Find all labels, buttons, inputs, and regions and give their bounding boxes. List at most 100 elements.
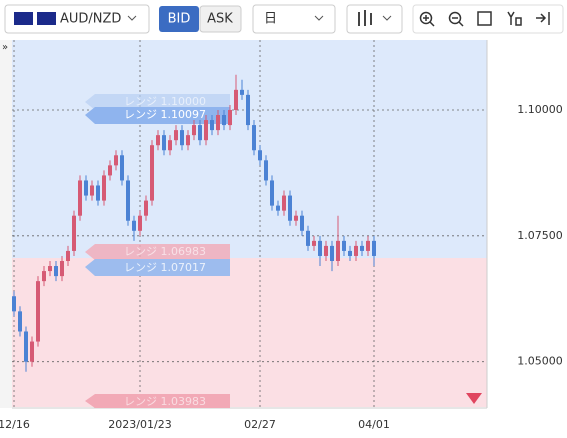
y-tick-label: 1.10000 [517,103,563,116]
zoom-in[interactable] [419,11,433,25]
candle-body [114,155,118,166]
settings-icon[interactable] [507,11,522,26]
period-label: 日 [264,12,277,27]
candle-body [24,331,28,362]
fit-button[interactable] [477,11,492,26]
x-tick-label: 2023/01/23 [108,418,171,431]
expand-icon[interactable]: » [2,42,8,53]
y-tick-label: 1.05000 [517,355,563,368]
candle-body [372,240,376,256]
candle-body [252,125,256,151]
candle-body [156,135,160,146]
candle-body [12,296,16,312]
candle-body [240,89,244,95]
candle-body [282,195,286,211]
pair-label: AUD/NZD [60,12,121,27]
candle-body [78,180,82,216]
candle-body [366,240,370,251]
candle-body [96,185,100,201]
x-tick-label: 04/01 [358,418,390,431]
candle-body [360,245,364,251]
candle-body [84,180,88,196]
range-label-bg [85,107,230,124]
candle-body [102,175,106,201]
candle-body [54,266,58,277]
candle-body [264,160,268,181]
flag-au [14,12,33,25]
candle-body [258,150,262,161]
chevron [314,15,324,21]
candle-body [36,281,40,342]
candle-body [30,341,34,362]
range-label: レンジ 1.10097 [124,108,206,121]
candle-body [228,109,232,126]
candle-body [48,266,52,272]
candle-body [192,125,196,136]
range-label: レンジ 1.07017 [124,261,206,274]
range-label: レンジ 1.06983 [124,245,206,258]
candle-body [72,215,76,251]
chevron [382,15,392,21]
candle-body [336,240,340,262]
candle-body [306,230,310,246]
chart-type-select[interactable] [346,4,403,34]
range-label: レンジ 1.10000 [124,95,206,108]
candle-body [348,250,352,256]
candle-body [324,245,328,256]
zoom-in-icon [423,15,435,27]
candle-body [294,215,298,221]
chevron [127,15,137,21]
candle-body [150,145,154,201]
range-lower-zone [12,258,487,407]
candle-body [162,135,166,151]
range-label-bg [85,259,230,276]
candle-body [210,120,214,131]
range-label-bg [85,394,230,408]
zoom-out-icon [452,17,464,27]
candle-body [312,240,316,246]
bid-button[interactable] [159,6,199,32]
candle-body [66,250,70,262]
candle-body [90,185,94,196]
candle-body [354,245,358,256]
candle-body [144,200,148,216]
range-label-bg [85,244,230,260]
candle-body [186,135,190,146]
range-upper-zone [12,40,487,258]
candle-body [234,89,238,110]
candle-body [246,94,250,126]
y-tick-label: 1.07500 [517,229,563,242]
ask-button[interactable] [199,5,242,33]
candle-body [120,155,124,181]
latest-button[interactable] [536,12,550,25]
candle-body [300,215,304,231]
candle-body [42,271,46,282]
bid-label: BID [168,12,191,27]
flag-nz [37,12,56,25]
candle-body [132,220,136,231]
candle-body [288,195,292,221]
candle-body [198,125,202,141]
ask-label: ASK [207,12,233,27]
tool-group [412,4,564,34]
x-tick-label: 02/27 [244,418,276,431]
candle-body [60,261,64,277]
candle-body [342,240,346,251]
candle-body [18,311,22,332]
candle-body [138,215,142,231]
candle-body [330,245,334,262]
zoom-out[interactable] [448,11,462,25]
candle-body [126,180,130,221]
period-select[interactable] [252,4,336,34]
alert-marker[interactable] [466,393,482,404]
candle-body [270,180,274,206]
candle-body [180,130,184,146]
x-tick-label: 12/16 [0,418,30,431]
candle-body [216,115,220,131]
candle-body [168,140,172,151]
range-label-bg [85,94,230,110]
candle-body [222,115,226,126]
candle-body [174,130,178,141]
